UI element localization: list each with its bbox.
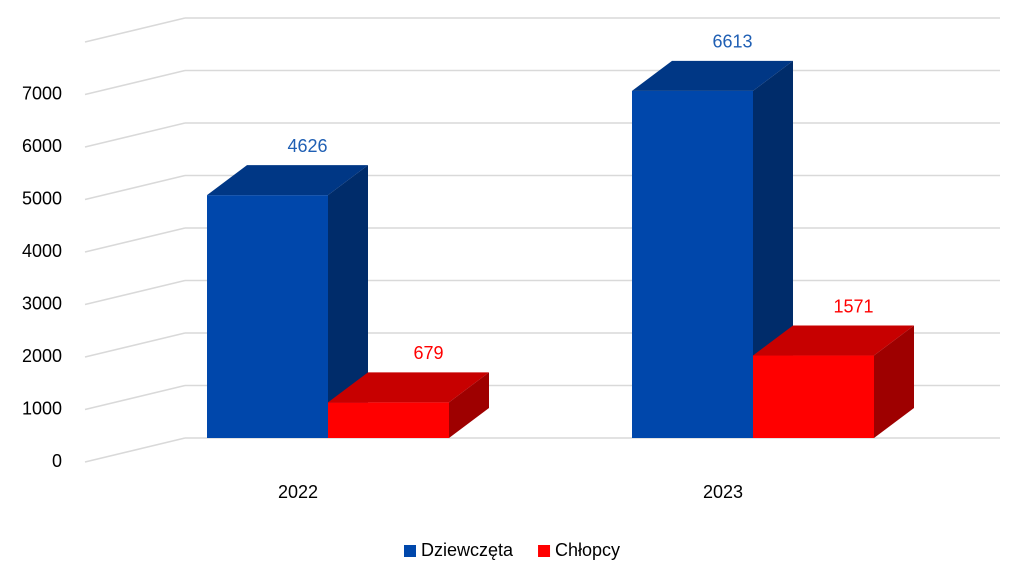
- grid-line: [84, 122, 186, 148]
- x-tick-label: 2022: [278, 482, 318, 502]
- value-label: 1571: [833, 296, 873, 316]
- y-tick-label: 3000: [22, 293, 62, 313]
- grid-line: [84, 437, 186, 463]
- bar-front: [207, 195, 328, 438]
- bar-front: [632, 90, 753, 438]
- y-tick-label: 2000: [22, 346, 62, 366]
- value-label: 679: [413, 343, 443, 363]
- grid-line: [84, 384, 186, 411]
- grid-line: [84, 279, 186, 306]
- grid-line: [84, 69, 186, 96]
- bar-side: [874, 325, 914, 438]
- bar-top: [328, 372, 489, 403]
- bar-top: [207, 165, 368, 196]
- grid-line: [84, 227, 186, 253]
- y-tick-label: 7000: [22, 83, 62, 103]
- bar-side: [449, 372, 489, 438]
- legend-swatch: [404, 545, 416, 557]
- value-label: 6613: [712, 32, 752, 52]
- x-tick-label: 2023: [703, 482, 743, 502]
- y-tick-label: 0: [52, 451, 62, 471]
- legend-swatch: [538, 545, 551, 557]
- y-tick-label: 5000: [22, 188, 62, 208]
- grid-line: [84, 17, 186, 43]
- y-tick-label: 1000: [22, 398, 62, 418]
- value-label: 4626: [287, 136, 327, 156]
- bar-top: [753, 325, 914, 356]
- y-tick-label: 4000: [22, 241, 62, 261]
- grid-line: [84, 332, 186, 358]
- bar-top: [632, 60, 793, 91]
- legend-label: Chłopcy: [555, 540, 620, 560]
- y-tick-label: 6000: [22, 136, 62, 156]
- bar-side: [328, 165, 368, 438]
- legend-label: Dziewczęta: [421, 540, 514, 560]
- grid-line: [84, 174, 186, 201]
- bar-front: [753, 355, 874, 438]
- bar-front: [328, 402, 449, 438]
